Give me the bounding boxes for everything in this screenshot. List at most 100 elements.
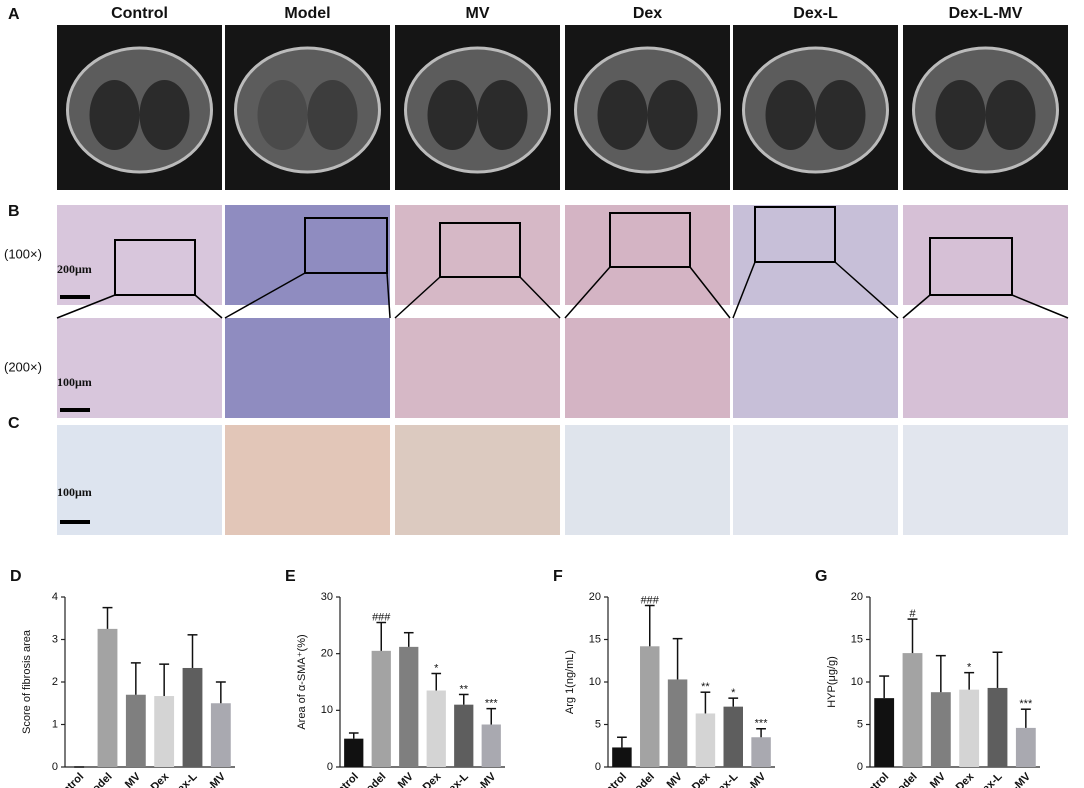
ct-lung [935, 80, 986, 150]
error-bar [215, 681, 226, 704]
column-header: Dex-L [793, 5, 838, 22]
zoom-line [386, 272, 391, 319]
bar [723, 706, 743, 767]
y-tick-label: 10 [321, 704, 333, 716]
significance: * [967, 662, 972, 674]
y-tick-label: 30 [321, 591, 333, 603]
bar [454, 704, 474, 767]
histology-image [225, 205, 390, 305]
x-tick-label: Dex [149, 770, 172, 788]
x-tick-label: Dex [954, 770, 977, 788]
error-bar [130, 662, 141, 695]
histology-image [57, 205, 222, 305]
y-tick-label: 2 [52, 676, 58, 688]
ct-body [742, 46, 889, 174]
zoom-box [754, 206, 836, 263]
error-bar [431, 672, 442, 691]
error-bar [964, 671, 975, 690]
x-tick-label: Model [626, 771, 657, 788]
error-bar [879, 675, 890, 699]
ihc-image [565, 425, 730, 535]
y-tick-label: 10 [851, 676, 863, 688]
panel-label: F [553, 568, 563, 585]
ihc-image [733, 425, 898, 535]
error-bar [159, 663, 170, 697]
y-tick-label: 5 [595, 718, 601, 730]
ihc-image [395, 425, 560, 535]
error-bar [617, 736, 627, 748]
error-bar [992, 651, 1003, 688]
bar [481, 724, 501, 767]
bar [695, 713, 716, 767]
y-tick-label: 3 [52, 633, 58, 645]
error-bar [935, 654, 946, 693]
ct-lung [765, 80, 816, 150]
x-tick-label: Dex-L [710, 770, 740, 788]
bar [399, 646, 419, 767]
zoom-line [56, 294, 116, 319]
x-tick-label: MV [123, 770, 144, 788]
ct-lung [647, 80, 698, 150]
zoom-line [394, 276, 441, 319]
x-tick-label: Control [325, 771, 361, 788]
significance: *** [1019, 698, 1033, 710]
column-header: Dex [633, 5, 662, 22]
ct-lung [815, 80, 866, 150]
bar [987, 687, 1008, 767]
bar [930, 692, 951, 767]
panel-label: C [8, 415, 20, 432]
error-bar [486, 707, 497, 725]
panel-label: E [285, 568, 296, 585]
ct-lung [139, 80, 190, 150]
error-bar [376, 621, 387, 651]
y-axis-label: Arg 1(ng/mL) [564, 650, 576, 714]
panel-label: A [8, 6, 20, 23]
row-label: (100×) [4, 246, 42, 261]
error-bar [458, 693, 469, 705]
x-tick-label: Dex-L [170, 770, 200, 788]
y-tick-label: 20 [321, 648, 333, 660]
x-tick-label: model [83, 771, 114, 788]
y-tick-label: 15 [589, 633, 601, 645]
bar [182, 667, 203, 767]
significance: ** [459, 683, 468, 695]
ihc-image [225, 425, 390, 535]
bar [874, 698, 895, 767]
ihc-image [57, 425, 222, 535]
zoom-line [564, 266, 611, 319]
column-header: Dex-L-MV [949, 5, 1023, 22]
histology-image [903, 318, 1068, 418]
histology-image [903, 205, 1068, 305]
y-axis-label: HYP(μg/g) [826, 656, 838, 708]
significance: * [434, 662, 439, 674]
panel-label: B [8, 203, 20, 220]
significance: * [731, 687, 736, 699]
bar [97, 628, 118, 767]
bar [612, 747, 632, 767]
bar [371, 650, 391, 767]
histology-image [395, 318, 560, 418]
scale-bar-label: 100μm [57, 485, 92, 499]
bar [667, 679, 688, 767]
y-tick-label: 4 [52, 591, 58, 603]
scale-bar-label: 200μm [57, 262, 92, 276]
zoom-line [519, 276, 561, 319]
error-bar [187, 634, 198, 668]
y-tick-label: 5 [857, 718, 863, 730]
x-tick-label: Control [50, 771, 86, 788]
histology-image [733, 205, 898, 305]
zoom-line [834, 261, 899, 319]
zoom-line [224, 272, 306, 319]
bar [426, 690, 446, 767]
histology-image [733, 318, 898, 418]
ct-lung [477, 80, 528, 150]
ct-lung [89, 80, 140, 150]
zoom-box [304, 217, 388, 274]
y-tick-label: 0 [595, 761, 601, 773]
column-header: MV [466, 5, 490, 22]
zoom-line [1011, 294, 1069, 319]
error-bar [348, 732, 359, 739]
ct-lung [597, 80, 648, 150]
x-tick-label: MV [665, 770, 686, 788]
y-tick-label: 0 [327, 761, 333, 773]
